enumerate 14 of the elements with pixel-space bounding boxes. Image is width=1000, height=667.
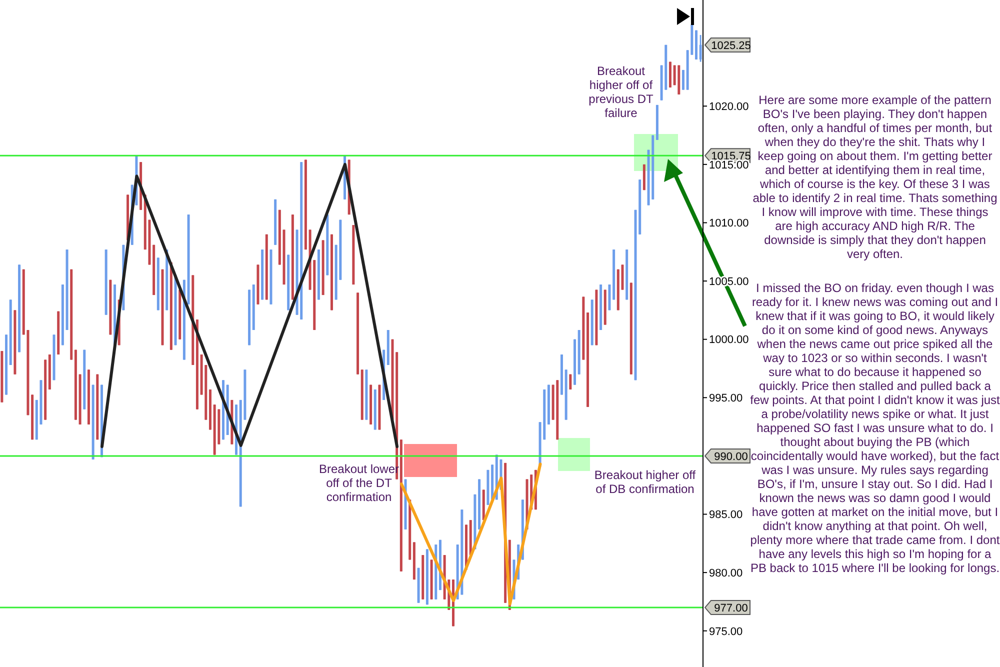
y-tick-label: 1020.00	[709, 101, 749, 114]
annotation: Breakout higher off of previous DT failure	[588, 64, 654, 120]
ref-line-label: 977.00	[714, 602, 748, 615]
y-tick-label: 1010.00	[709, 218, 749, 230]
ref-line-label: 990.00	[714, 450, 748, 463]
y-tick-label: 1015.00	[709, 159, 749, 172]
y-tick-label: 985.00	[709, 509, 743, 522]
y-tick-label: 1000.00	[709, 334, 749, 346]
text: I missed the BO on friday. even though I was ready for it. I knew news was coming out and I knew that if it was going to BO, it would likely do it on some kind of good news. Anyways when the news came out price spiked all the way to 1023 or so within seconds. I wasn't sure what to do because it happened so quickly. Price then stalled and pulled back a few points. At that point I didn't know it was just a probe/volatility news spike or what. It just happened SO fast I was unsure what to do. I thought about buying the PB (which coincidentally would have worked), but the fact was I was unsure. My rules says regarding BO's, if I'm, unsure I stay out. So I did. Had I known the news was so damn good I would have gotten at market on the initial move, but I didn't know anything at that point. Oh well, plenty more where that trade came from. I dont have any levels this high so I'm hoping for a PB back to 1015 where I'll be looking for longs.	[750, 281, 1000, 575]
text: Here are some more example of the pattern BO's I've been playing. They don't happen often, only a handful of times per month, but when they do they're the shit. Thats why I keep going on about them. I'm getting better and better at identifying them in real time, which of course is the key. Of these 3 I was able to identify 2 in real time. Thats something I know will improve with time. These things are high accuracy AND high R/R. The downside is simply that they don't happen very often.	[752, 93, 998, 261]
y-tick-label: 995.00	[709, 392, 743, 405]
y-tick-label: 980.00	[709, 567, 743, 580]
annotation: Breakout higher off of DB confirmation	[593, 468, 697, 496]
y-tick-label: 975.00	[709, 626, 743, 638]
